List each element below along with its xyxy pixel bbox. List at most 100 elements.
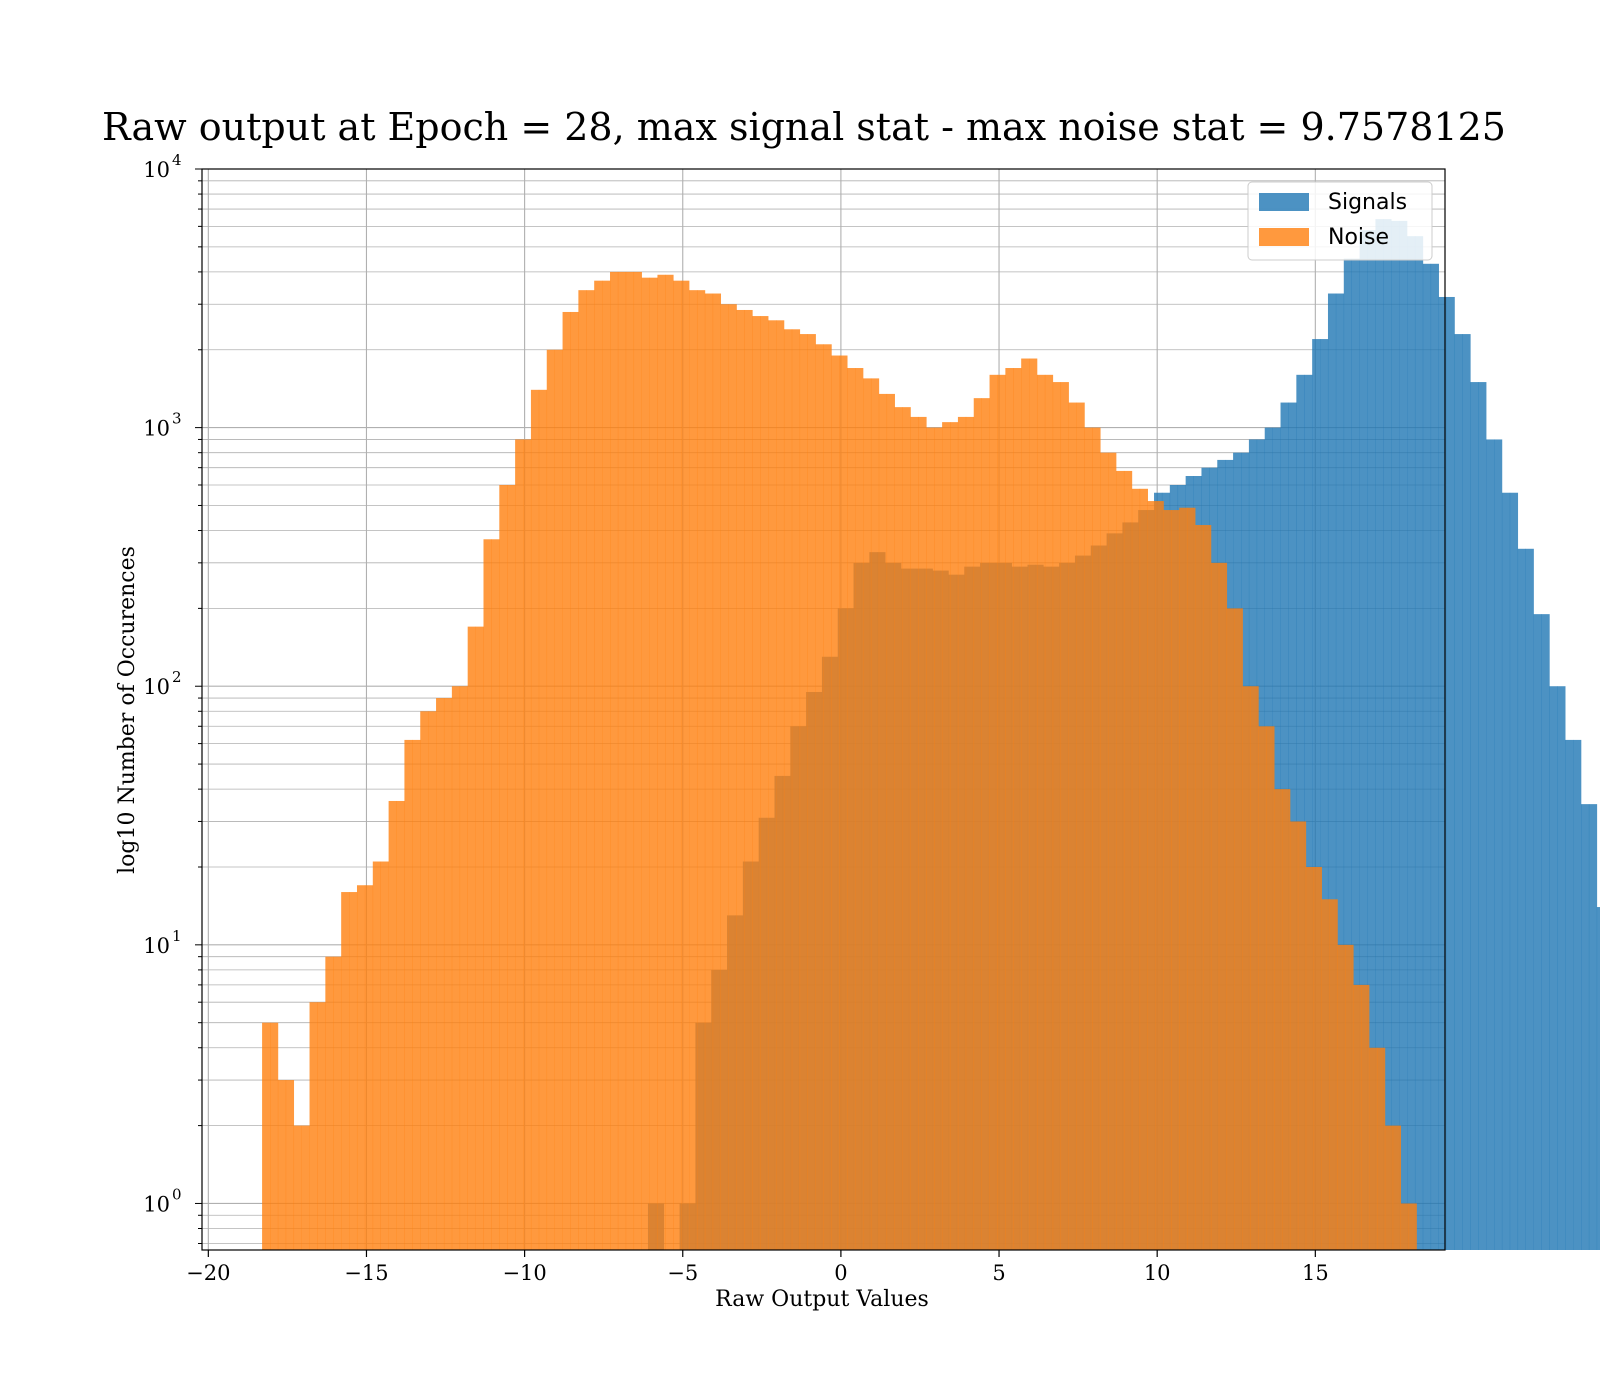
- bar-noise: [277, 1080, 287, 1250]
- x-tick-label: 0: [834, 1261, 847, 1285]
- bar-noise: [728, 304, 737, 1251]
- bar-noise: [1313, 866, 1322, 1250]
- bar-noise: [483, 539, 492, 1250]
- y-tick-label: 10: [143, 158, 170, 182]
- bar-noise: [641, 277, 650, 1250]
- bar-noise: [349, 892, 358, 1250]
- bar-noise: [1068, 402, 1077, 1250]
- bar-noise: [981, 398, 990, 1250]
- bar-noise: [847, 368, 856, 1250]
- bar-noise: [815, 344, 824, 1250]
- y-axis-label: log10 Number of Occurences: [115, 546, 140, 874]
- bar-noise: [451, 686, 461, 1250]
- bar-signals: [1454, 334, 1463, 1250]
- bar-signals: [1296, 374, 1305, 1250]
- bar-noise: [475, 626, 484, 1250]
- x-axis-ticks: −20 −15 −10 −5 0 5 10 15: [186, 1250, 1329, 1285]
- bar-noise: [625, 271, 635, 1250]
- bar-noise: [720, 304, 729, 1251]
- bar-noise: [839, 355, 848, 1250]
- legend-label-noise: Noise: [1328, 225, 1389, 250]
- bar-noise: [467, 626, 476, 1250]
- bar-noise: [1321, 899, 1330, 1250]
- bar-noise: [1345, 944, 1354, 1250]
- bar-noise: [1163, 510, 1172, 1250]
- bar-noise: [1384, 1125, 1394, 1250]
- bar-signals: [1351, 258, 1360, 1250]
- bar-noise: [356, 885, 366, 1250]
- bar-noise: [1242, 686, 1251, 1250]
- x-axis-label: Raw Output Values: [715, 1287, 929, 1312]
- bar-noise: [870, 378, 880, 1250]
- bar-noise: [1353, 984, 1362, 1250]
- bar-signals: [1359, 230, 1368, 1250]
- bar-noise: [388, 800, 397, 1250]
- bar-noise: [1369, 1047, 1378, 1250]
- bar-noise: [878, 393, 888, 1250]
- bar-noise: [523, 439, 532, 1250]
- bar-noise: [404, 739, 413, 1250]
- bar-signals: [1375, 219, 1384, 1250]
- bar-noise: [934, 427, 943, 1250]
- bar-noise: [957, 416, 967, 1250]
- bar-noise: [752, 316, 761, 1250]
- bar-signals: [1557, 686, 1566, 1250]
- bar-noise: [1108, 452, 1117, 1250]
- bar-noise: [1100, 452, 1109, 1250]
- x-tick-label: 5: [992, 1261, 1005, 1285]
- bar-noise: [689, 290, 698, 1250]
- bar-noise: [1036, 374, 1046, 1250]
- bar-noise: [570, 311, 579, 1251]
- bar-noise: [420, 711, 429, 1250]
- bar-signals: [1494, 439, 1503, 1250]
- bar-signals: [1414, 236, 1424, 1250]
- bar-noise: [783, 329, 793, 1250]
- histogram-bars: [262, 219, 1600, 1251]
- bar-noise: [325, 956, 334, 1250]
- bar-signals: [1335, 293, 1345, 1250]
- bar-noise: [807, 334, 816, 1250]
- bar-noise: [412, 739, 421, 1250]
- bar-noise: [428, 711, 437, 1250]
- bar-noise: [538, 389, 548, 1250]
- bar-noise: [886, 393, 895, 1250]
- bar-signals: [1486, 439, 1495, 1250]
- x-tick-label: −5: [667, 1261, 698, 1285]
- bar-signals: [1573, 739, 1582, 1250]
- bar-noise: [681, 280, 690, 1250]
- bar-noise: [1218, 562, 1228, 1250]
- y-tick-exponent: 2: [172, 668, 182, 686]
- bar-noise: [776, 320, 785, 1250]
- bar-signals: [1541, 614, 1550, 1250]
- plot-frame: [201, 168, 1446, 1251]
- bar-noise: [309, 1002, 318, 1250]
- bar-noise: [594, 280, 603, 1250]
- bar-noise: [602, 280, 611, 1250]
- x-tick-label: 10: [1144, 1261, 1171, 1285]
- bar-noise: [1044, 374, 1054, 1250]
- x-tick-label: −15: [344, 1261, 388, 1285]
- bar-noise: [1052, 382, 1062, 1250]
- chart-title: Raw output at Epoch = 28, max signal sta…: [102, 105, 1506, 149]
- bar-noise: [918, 416, 927, 1250]
- bar-signals: [1501, 492, 1511, 1251]
- bar-signals: [1517, 548, 1526, 1250]
- bar-noise: [1337, 944, 1346, 1250]
- bar-signals: [1581, 804, 1590, 1250]
- bar-noise: [1234, 608, 1243, 1250]
- bar-signals: [1509, 492, 1519, 1251]
- bar-noise: [696, 290, 706, 1250]
- bar-noise: [1297, 821, 1307, 1250]
- bar-signals: [1565, 739, 1574, 1250]
- bar-signals: [1320, 339, 1329, 1250]
- bar-noise: [507, 484, 516, 1250]
- bar-noise: [704, 293, 714, 1250]
- bar-noise: [902, 407, 911, 1250]
- bar-noise: [443, 698, 453, 1250]
- bar-noise: [1274, 789, 1283, 1250]
- series-noise: [262, 271, 1417, 1251]
- bar-noise: [546, 349, 555, 1250]
- bar-noise: [712, 293, 722, 1250]
- bar-noise: [1203, 525, 1212, 1250]
